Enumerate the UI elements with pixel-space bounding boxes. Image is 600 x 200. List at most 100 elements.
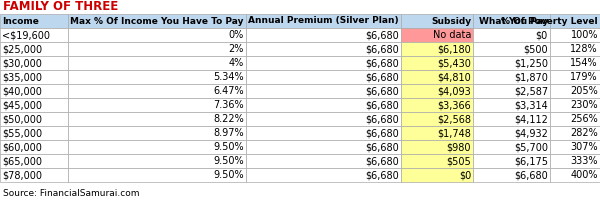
Text: Subsidy: Subsidy [431, 17, 471, 25]
Text: 100%: 100% [571, 30, 598, 40]
Text: $6,680: $6,680 [365, 114, 399, 124]
Bar [246, 14, 401, 28]
Text: $4,932: $4,932 [514, 128, 548, 138]
Bar [550, 56, 600, 70]
Text: 230%: 230% [571, 100, 598, 110]
Text: 256%: 256% [570, 114, 598, 124]
Bar [0, 140, 68, 154]
Bar [68, 126, 246, 140]
Bar [550, 154, 600, 168]
Text: $6,680: $6,680 [365, 100, 399, 110]
Bar [68, 84, 246, 98]
Bar [550, 126, 600, 140]
Bar [68, 56, 246, 70]
Text: FAMILY OF THREE: FAMILY OF THREE [3, 0, 118, 14]
Bar [0, 56, 68, 70]
Text: 0%: 0% [229, 30, 244, 40]
Text: $6,680: $6,680 [365, 44, 399, 54]
Bar [68, 42, 246, 56]
Text: 9.50%: 9.50% [214, 156, 244, 166]
Bar [550, 140, 600, 154]
Bar [246, 112, 401, 126]
Bar [246, 98, 401, 112]
Text: $4,112: $4,112 [514, 114, 548, 124]
Text: $505: $505 [446, 156, 471, 166]
Text: $6,680: $6,680 [514, 170, 548, 180]
Bar [68, 14, 246, 28]
Text: $6,175: $6,175 [514, 156, 548, 166]
Bar [246, 42, 401, 56]
Text: $40,000: $40,000 [2, 86, 42, 96]
Text: $50,000: $50,000 [2, 114, 42, 124]
Bar [550, 28, 600, 42]
Bar [550, 168, 600, 182]
Text: $4,810: $4,810 [437, 72, 471, 82]
Text: $6,680: $6,680 [365, 30, 399, 40]
Bar [246, 154, 401, 168]
Bar [0, 28, 68, 42]
Text: 8.97%: 8.97% [214, 128, 244, 138]
Text: $6,680: $6,680 [365, 58, 399, 68]
Bar [473, 70, 550, 84]
Bar [0, 126, 68, 140]
Text: 5.34%: 5.34% [214, 72, 244, 82]
Text: $55,000: $55,000 [2, 128, 42, 138]
Text: $25,000: $25,000 [2, 44, 42, 54]
Bar [0, 70, 68, 84]
Text: 282%: 282% [570, 128, 598, 138]
Text: $980: $980 [446, 142, 471, 152]
Bar [401, 98, 473, 112]
Text: Annual Premium (Silver Plan): Annual Premium (Silver Plan) [248, 17, 399, 25]
Text: $1,250: $1,250 [514, 58, 548, 68]
Text: $6,680: $6,680 [365, 170, 399, 180]
Bar [550, 98, 600, 112]
Bar [0, 84, 68, 98]
Bar [68, 28, 246, 42]
Text: $1,870: $1,870 [514, 72, 548, 82]
Bar [246, 70, 401, 84]
Bar [473, 168, 550, 182]
Bar [401, 168, 473, 182]
Bar [401, 140, 473, 154]
Bar [401, 56, 473, 70]
Bar [550, 70, 600, 84]
Bar [68, 112, 246, 126]
Text: $3,314: $3,314 [514, 100, 548, 110]
Bar [473, 154, 550, 168]
Text: $6,680: $6,680 [365, 142, 399, 152]
Bar [246, 84, 401, 98]
Text: 333%: 333% [571, 156, 598, 166]
Text: $5,700: $5,700 [514, 142, 548, 152]
Bar [246, 28, 401, 42]
Bar [401, 84, 473, 98]
Text: $0: $0 [536, 30, 548, 40]
Text: $1,748: $1,748 [437, 128, 471, 138]
Text: Max % Of Income You Have To Pay: Max % Of Income You Have To Pay [71, 17, 244, 25]
Text: What You Pay: What You Pay [479, 17, 548, 25]
Bar [246, 56, 401, 70]
Text: 4%: 4% [229, 58, 244, 68]
Text: $0: $0 [459, 170, 471, 180]
Bar [473, 126, 550, 140]
Bar [473, 28, 550, 42]
Bar [401, 42, 473, 56]
Text: 205%: 205% [570, 86, 598, 96]
Text: $35,000: $35,000 [2, 72, 42, 82]
Bar [550, 14, 600, 28]
Bar [473, 42, 550, 56]
Bar [0, 14, 68, 28]
Bar [473, 56, 550, 70]
Bar [68, 154, 246, 168]
Text: 7.36%: 7.36% [214, 100, 244, 110]
Text: 400%: 400% [571, 170, 598, 180]
Text: $6,680: $6,680 [365, 86, 399, 96]
Text: $500: $500 [523, 44, 548, 54]
Bar [68, 70, 246, 84]
Bar [68, 98, 246, 112]
Bar [0, 42, 68, 56]
Bar [550, 42, 600, 56]
Text: $5,430: $5,430 [437, 58, 471, 68]
Bar [0, 154, 68, 168]
Bar [0, 98, 68, 112]
Text: % Of Poverty Level: % Of Poverty Level [502, 17, 598, 25]
